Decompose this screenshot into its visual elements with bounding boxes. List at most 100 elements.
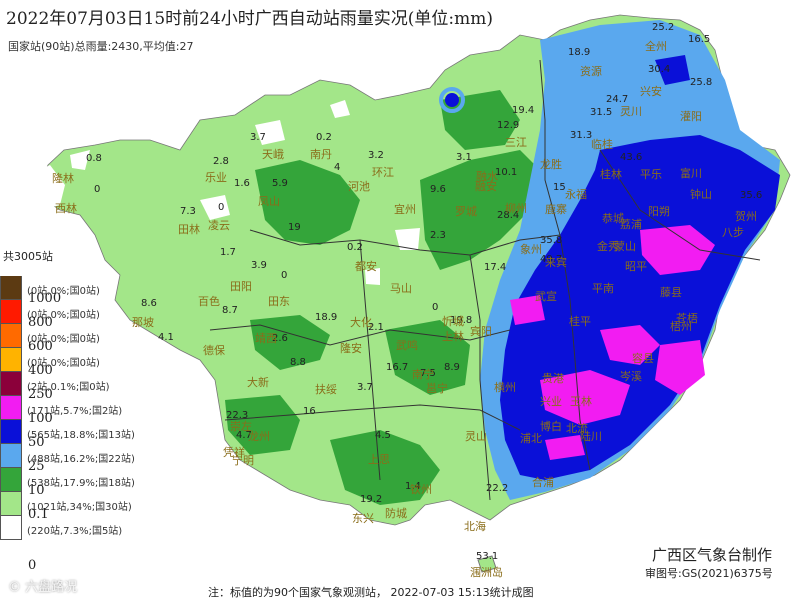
city-label: 宾阳 bbox=[470, 324, 492, 338]
city-label: 西林 bbox=[55, 201, 77, 215]
city-label: 崇左 bbox=[230, 420, 252, 433]
station-value: 22.3 bbox=[226, 410, 248, 421]
white-patch bbox=[330, 100, 350, 118]
station-value: 12.9 bbox=[497, 120, 519, 131]
city-label: 全州 bbox=[645, 39, 667, 53]
zone-25 bbox=[225, 395, 300, 455]
city-label: 玉林 bbox=[570, 394, 592, 408]
city-label: 东兴 bbox=[352, 512, 374, 525]
station-value: 5.9 bbox=[272, 178, 288, 189]
city-label: 横州 bbox=[494, 380, 516, 394]
city-label: 武宣 bbox=[535, 289, 557, 303]
zone-250 bbox=[510, 295, 545, 325]
legend-threshold: 1000 bbox=[28, 291, 62, 306]
city-label: 百色 bbox=[198, 294, 220, 308]
city-label: 容县 bbox=[632, 351, 654, 365]
station-value: 18.9 bbox=[315, 312, 337, 323]
city-label: 凌云 bbox=[208, 218, 230, 232]
station-value: 19.2 bbox=[360, 494, 382, 505]
station-value: 16.5 bbox=[688, 34, 710, 45]
zone-25 bbox=[385, 320, 470, 395]
city-label: 罗城 bbox=[455, 205, 477, 218]
zone-250 bbox=[655, 340, 705, 395]
zone-100-spot bbox=[445, 93, 459, 107]
station-value: 9.6 bbox=[430, 184, 446, 195]
zone-250 bbox=[540, 370, 630, 425]
station-value: 22.2 bbox=[486, 483, 508, 494]
city-label: 灵川 bbox=[620, 105, 642, 118]
city-label: 那坡 bbox=[132, 316, 154, 329]
legend-count: (0站,0%;国0站) bbox=[27, 310, 100, 321]
station-value: 0 bbox=[432, 302, 438, 313]
station-value: 3.1 bbox=[456, 152, 472, 163]
zone-250 bbox=[545, 435, 585, 460]
city-label: 陆川 bbox=[580, 429, 602, 443]
city-label: 来宾 bbox=[545, 255, 567, 269]
legend-row: 25 (538站,17.9%;国18站) bbox=[0, 459, 170, 492]
city-label: 武鸣 bbox=[396, 338, 418, 352]
legend-count: (2站,0.1%;国0站) bbox=[27, 382, 110, 393]
station-value: 0.2 bbox=[316, 132, 332, 143]
zone-250 bbox=[600, 325, 660, 365]
city-label: 梧州 bbox=[670, 319, 692, 333]
city-label: 灌阳 bbox=[680, 110, 702, 123]
station-value: 8.8 bbox=[290, 357, 306, 368]
station-value: 0 bbox=[281, 270, 287, 281]
city-label: 河池 bbox=[348, 180, 370, 193]
city-label: 龙胜 bbox=[540, 157, 562, 171]
city-label: 南丹 bbox=[310, 148, 332, 161]
city-label: 苍梧 bbox=[676, 311, 698, 325]
zone-25 bbox=[250, 315, 330, 370]
station-value: 49.7 bbox=[540, 254, 562, 265]
station-value: 1.4 bbox=[405, 481, 421, 492]
legend-count: (171站,5.7%;国2站) bbox=[27, 406, 123, 417]
watermark: © 六盘路况 bbox=[8, 580, 78, 595]
legend-count: (538站,17.9%;国18站) bbox=[27, 478, 135, 489]
station-value: 0 bbox=[218, 202, 224, 213]
city-label: 融安 bbox=[475, 179, 497, 193]
station-value: 35.8 bbox=[540, 235, 562, 246]
station-value: 4.5 bbox=[375, 430, 391, 441]
city-label: 平乐 bbox=[640, 168, 662, 181]
station-value: 7.5 bbox=[420, 368, 436, 379]
city-label: 隆安 bbox=[340, 341, 362, 355]
legend-threshold: 400 bbox=[28, 363, 53, 378]
station-value: 2.3 bbox=[430, 230, 446, 241]
city-label: 灵山 bbox=[465, 430, 487, 443]
legend-count: (1021站,34%;国30站) bbox=[27, 502, 132, 513]
station-value: 4.1 bbox=[158, 332, 174, 343]
city-label: 田林 bbox=[178, 222, 200, 236]
station-value: 2.6 bbox=[272, 333, 288, 344]
station-value: 3.7 bbox=[250, 132, 266, 143]
city-label: 象州 bbox=[520, 243, 542, 256]
city-label: 合浦 bbox=[532, 475, 554, 489]
station-value: 18.9 bbox=[568, 47, 590, 58]
station-value: 8.6 bbox=[141, 298, 157, 309]
station-value: 19 bbox=[288, 222, 301, 233]
station-value: 8.9 bbox=[444, 362, 460, 373]
legend-threshold: 800 bbox=[28, 315, 53, 330]
boundaries bbox=[209, 59, 761, 501]
city-label: 德保 bbox=[203, 343, 225, 357]
city-label: 藤县 bbox=[660, 286, 682, 299]
station-value: 0.8 bbox=[86, 153, 102, 164]
city-label: 凭祥 bbox=[223, 445, 245, 459]
legend-swatch bbox=[0, 300, 22, 324]
legend-swatch bbox=[0, 444, 22, 468]
city-label: 博白 bbox=[540, 419, 562, 433]
legend-threshold: 100 bbox=[28, 411, 53, 426]
city-label: 龙州 bbox=[248, 430, 270, 443]
city-label: 三江 bbox=[505, 136, 527, 149]
city-label: 八步 bbox=[722, 226, 744, 239]
legend-threshold: 0.1 bbox=[28, 507, 49, 522]
legend-swatch bbox=[0, 468, 22, 492]
station-value: 8.7 bbox=[222, 305, 238, 316]
legend-swatch bbox=[0, 276, 22, 300]
legend-count: (220站,7.3%;国5站) bbox=[27, 526, 123, 537]
city-label: 邕宁 bbox=[426, 381, 448, 395]
city-label: 恭城 bbox=[602, 212, 624, 225]
legend-swatch bbox=[0, 420, 22, 444]
zone-25 bbox=[330, 430, 440, 505]
station-value: 17.4 bbox=[484, 262, 506, 273]
